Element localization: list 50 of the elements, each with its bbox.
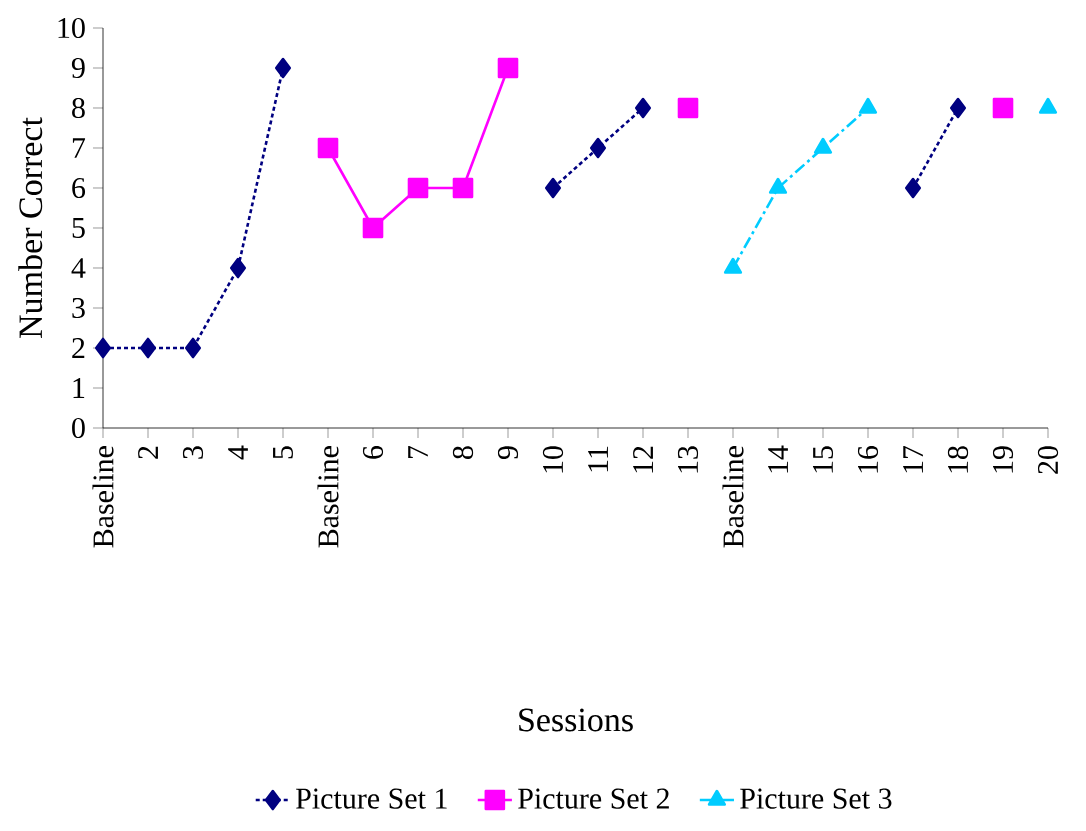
- x-tick-label: 17: [903, 445, 923, 473]
- x-tick-label: 11: [588, 446, 608, 472]
- point: [949, 97, 967, 119]
- x-tick-label: 9: [497, 446, 519, 460]
- x-tick-label: 16: [857, 445, 879, 473]
- y-tick-label: 10: [58, 17, 85, 39]
- x-tick-label: 10: [542, 446, 564, 473]
- x-tick-label: 4: [228, 445, 248, 460]
- x-tick-label: 12: [633, 446, 653, 473]
- y-tick-label: 5: [72, 218, 85, 238]
- y-tick-label: 8: [72, 97, 85, 119]
- x-tick-label: Baseline: [92, 446, 114, 548]
- y-tick-label: 1: [73, 378, 85, 398]
- x-tick-label: 2: [138, 446, 158, 459]
- point: [139, 337, 157, 359]
- y-tick-label: 9: [71, 57, 85, 79]
- y-tick-label: 2: [72, 338, 85, 358]
- point: [634, 97, 652, 119]
- x-tick-label: 6: [362, 445, 384, 459]
- point: [544, 177, 562, 199]
- point: [94, 337, 112, 359]
- point: [904, 177, 922, 199]
- x-tick-label: 18: [947, 446, 969, 473]
- y-axis-title: Number Correct: [18, 117, 43, 338]
- legend-label: Picture Set 1: [296, 788, 447, 809]
- x-tick-label: 3: [182, 446, 204, 459]
- x-tick-label: 20: [1037, 446, 1059, 474]
- point: [992, 97, 1014, 119]
- x-tick-label: 15: [812, 446, 834, 473]
- x-axis-title: Sessions: [519, 708, 633, 732]
- point: [274, 57, 292, 79]
- point: [677, 97, 699, 119]
- x-tick-label: Baseline: [722, 446, 744, 548]
- x-tick-label: 13: [677, 446, 699, 473]
- x-tick-label: 19: [992, 446, 1014, 473]
- legend-label: Picture Set 2: [518, 788, 669, 809]
- y-tick-label: 7: [72, 138, 86, 158]
- point: [184, 337, 202, 359]
- x-tick-label: 8: [452, 446, 474, 459]
- y-tick-label: 3: [72, 297, 85, 319]
- point: [589, 137, 607, 159]
- y-tick-label: 4: [71, 258, 86, 278]
- point: [229, 257, 247, 279]
- y-tick-label: 6: [72, 177, 86, 199]
- x-tick-label: 5: [273, 446, 293, 459]
- x-tick-label: 14: [768, 445, 788, 473]
- x-tick-label: 7: [408, 445, 428, 459]
- legend-label: Picture Set 3: [740, 788, 892, 809]
- x-tick-label: Baseline: [317, 446, 339, 548]
- y-tick-label: 0: [72, 417, 85, 439]
